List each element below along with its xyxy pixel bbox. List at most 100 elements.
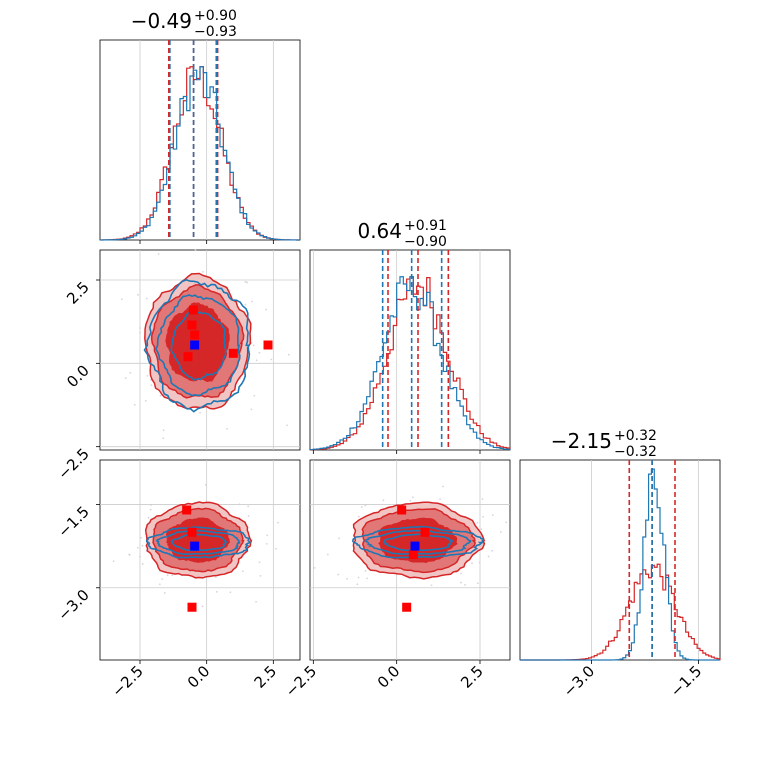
x-tick-label-col2-0: −3.0 xyxy=(560,662,598,700)
pair-2-0-sample-point xyxy=(112,560,115,563)
pair-1-0-sample-point xyxy=(287,353,290,356)
pair-2-0-marker-red-2 xyxy=(187,602,197,612)
pair-2-0-sample-point xyxy=(149,508,152,511)
pair-2-0-sample-point xyxy=(163,592,166,594)
pair-2-0-sample-point xyxy=(141,544,144,547)
pair-2-0-contour-blue-outer xyxy=(146,526,252,559)
pair-2-0-sample-point xyxy=(201,605,204,608)
pair-1-0-marker-red-0 xyxy=(188,305,198,315)
pair-1-0-sample-point xyxy=(244,303,247,306)
marginal-2-title-value: −2.15 xyxy=(551,429,612,453)
pair-1-0-sample-point xyxy=(139,331,142,334)
pair-1-0-panel xyxy=(99,249,301,451)
pair-2-1-sample-point xyxy=(338,537,340,540)
pair-1-0-marker-blue-0 xyxy=(190,340,200,350)
pair-1-0-sample-point xyxy=(199,411,202,414)
pair-1-0-sample-point xyxy=(270,358,273,361)
pair-2-0-sample-point xyxy=(259,575,262,577)
pair-1-0-sample-point xyxy=(252,344,255,347)
pair-2-1-sample-point xyxy=(430,584,433,587)
pair-2-1-sample-point xyxy=(356,583,359,586)
pair-2-1-sample-point xyxy=(326,553,329,556)
pair-1-0-sample-point xyxy=(202,271,204,273)
pair-2-1-sample-point xyxy=(364,504,367,507)
pair-2-0-sample-point xyxy=(150,504,153,506)
marginal-0-title-value: −0.49 xyxy=(131,9,192,33)
pair-2-0-marker-red-0 xyxy=(182,505,192,515)
pair-2-1-sample-point xyxy=(366,577,368,580)
marginal-0-title-minus: −0.93 xyxy=(194,24,237,40)
pair-2-1-sample-point xyxy=(357,576,360,579)
x-tick-label-col2-1: −1.5 xyxy=(667,662,705,700)
marginal-2-title-plus: +0.32 xyxy=(614,428,657,444)
pair-1-0-sample-point xyxy=(129,371,132,374)
pair-2-0-panel xyxy=(99,459,301,661)
marginal-2-panel xyxy=(519,459,721,661)
pair-2-1-sample-point xyxy=(460,572,462,575)
marginal-1-hist-blue xyxy=(309,276,511,451)
pair-2-0-contour-blue-inner xyxy=(170,533,228,552)
pair-1-0-sample-point xyxy=(265,308,267,311)
pair-1-0-sample-point xyxy=(244,280,247,283)
pair-2-0-sample-point xyxy=(247,505,250,508)
pair-1-0-sample-point xyxy=(133,403,136,406)
pair-1-0-contour-blue-inner xyxy=(170,310,227,381)
pair-1-0-sample-point xyxy=(162,437,165,440)
pair-2-0-sample-point xyxy=(171,574,174,577)
pair-2-1-marker-red-1 xyxy=(420,527,430,537)
pair-1-0-sample-point xyxy=(251,300,254,303)
pair-1-0-sample-point xyxy=(137,293,139,296)
pair-1-0-sample-point xyxy=(144,399,147,402)
pair-2-0-sample-point xyxy=(247,515,250,517)
pair-2-0-sample-point xyxy=(238,503,241,506)
pair-1-0-sample-point xyxy=(286,424,288,427)
pair-2-1-sample-point xyxy=(439,498,441,500)
pair-2-0-sample-point xyxy=(229,591,232,594)
pair-2-1-marker-blue-0 xyxy=(410,541,420,551)
marginal-0-hist-blue xyxy=(99,66,301,241)
pair-2-1-sample-point xyxy=(337,573,340,576)
pair-1-0-sample-point xyxy=(139,327,142,329)
pair-1-0-sample-point xyxy=(255,359,258,362)
pair-2-0-sample-point xyxy=(255,600,257,603)
pair-2-1-sample-point xyxy=(364,570,367,572)
pair-2-1-sample-point xyxy=(382,499,385,502)
marginal-1-title-value: 0.64 xyxy=(357,219,402,243)
pair-1-0-sample-point xyxy=(159,394,162,397)
y-tick-label-row2-1: −1.5 xyxy=(54,503,92,541)
pair-2-1-sample-point xyxy=(499,531,502,533)
pair-2-0-sample-point xyxy=(265,542,268,545)
pair-2-0-contour-blue-mid xyxy=(155,529,241,556)
pair-1-0-sample-point xyxy=(162,429,165,432)
pair-2-0-sample-point xyxy=(214,576,217,578)
pair-1-0-marker-red-4 xyxy=(228,348,238,358)
pair-1-0-sample-point xyxy=(145,297,148,300)
pair-2-1-panel xyxy=(309,459,511,661)
pair-1-0-sample-point xyxy=(124,377,127,379)
pair-2-0-sample-point xyxy=(128,553,131,556)
y-tick-label-row1-2: 2.5 xyxy=(63,278,93,308)
pair-1-0-sample-point xyxy=(194,249,197,252)
pair-1-0-marker-red-5 xyxy=(263,340,273,350)
pair-2-1-sample-point xyxy=(478,561,481,564)
pair-2-1-sample-point xyxy=(487,555,490,558)
pair-1-0-marker-red-2 xyxy=(190,330,200,340)
pair-2-0-sample-point xyxy=(161,578,163,580)
pair-2-0-sample-point xyxy=(158,583,161,586)
pair-2-0-marker-blue-0 xyxy=(190,541,200,551)
pair-2-1-sample-point xyxy=(476,521,479,524)
pair-2-1-sample-point xyxy=(346,577,348,580)
pair-2-1-sample-point xyxy=(471,562,473,565)
pair-2-0-sample-point xyxy=(266,534,269,537)
y-tick-label-row1-0: −2.5 xyxy=(54,445,92,483)
marginal-1-panel xyxy=(309,249,511,451)
pair-1-0-contour-blue-outer xyxy=(143,279,251,413)
pair-2-1-sample-point xyxy=(481,498,484,500)
marginal-2-hist-blue xyxy=(520,468,720,661)
pair-1-0-marker-red-1 xyxy=(187,320,197,330)
pair-1-0-sample-point xyxy=(157,252,160,255)
x-tick-label-col0-2: 2.5 xyxy=(251,662,281,692)
pair-2-0-sample-point xyxy=(136,546,139,549)
pair-2-1-sample-point xyxy=(411,496,414,499)
